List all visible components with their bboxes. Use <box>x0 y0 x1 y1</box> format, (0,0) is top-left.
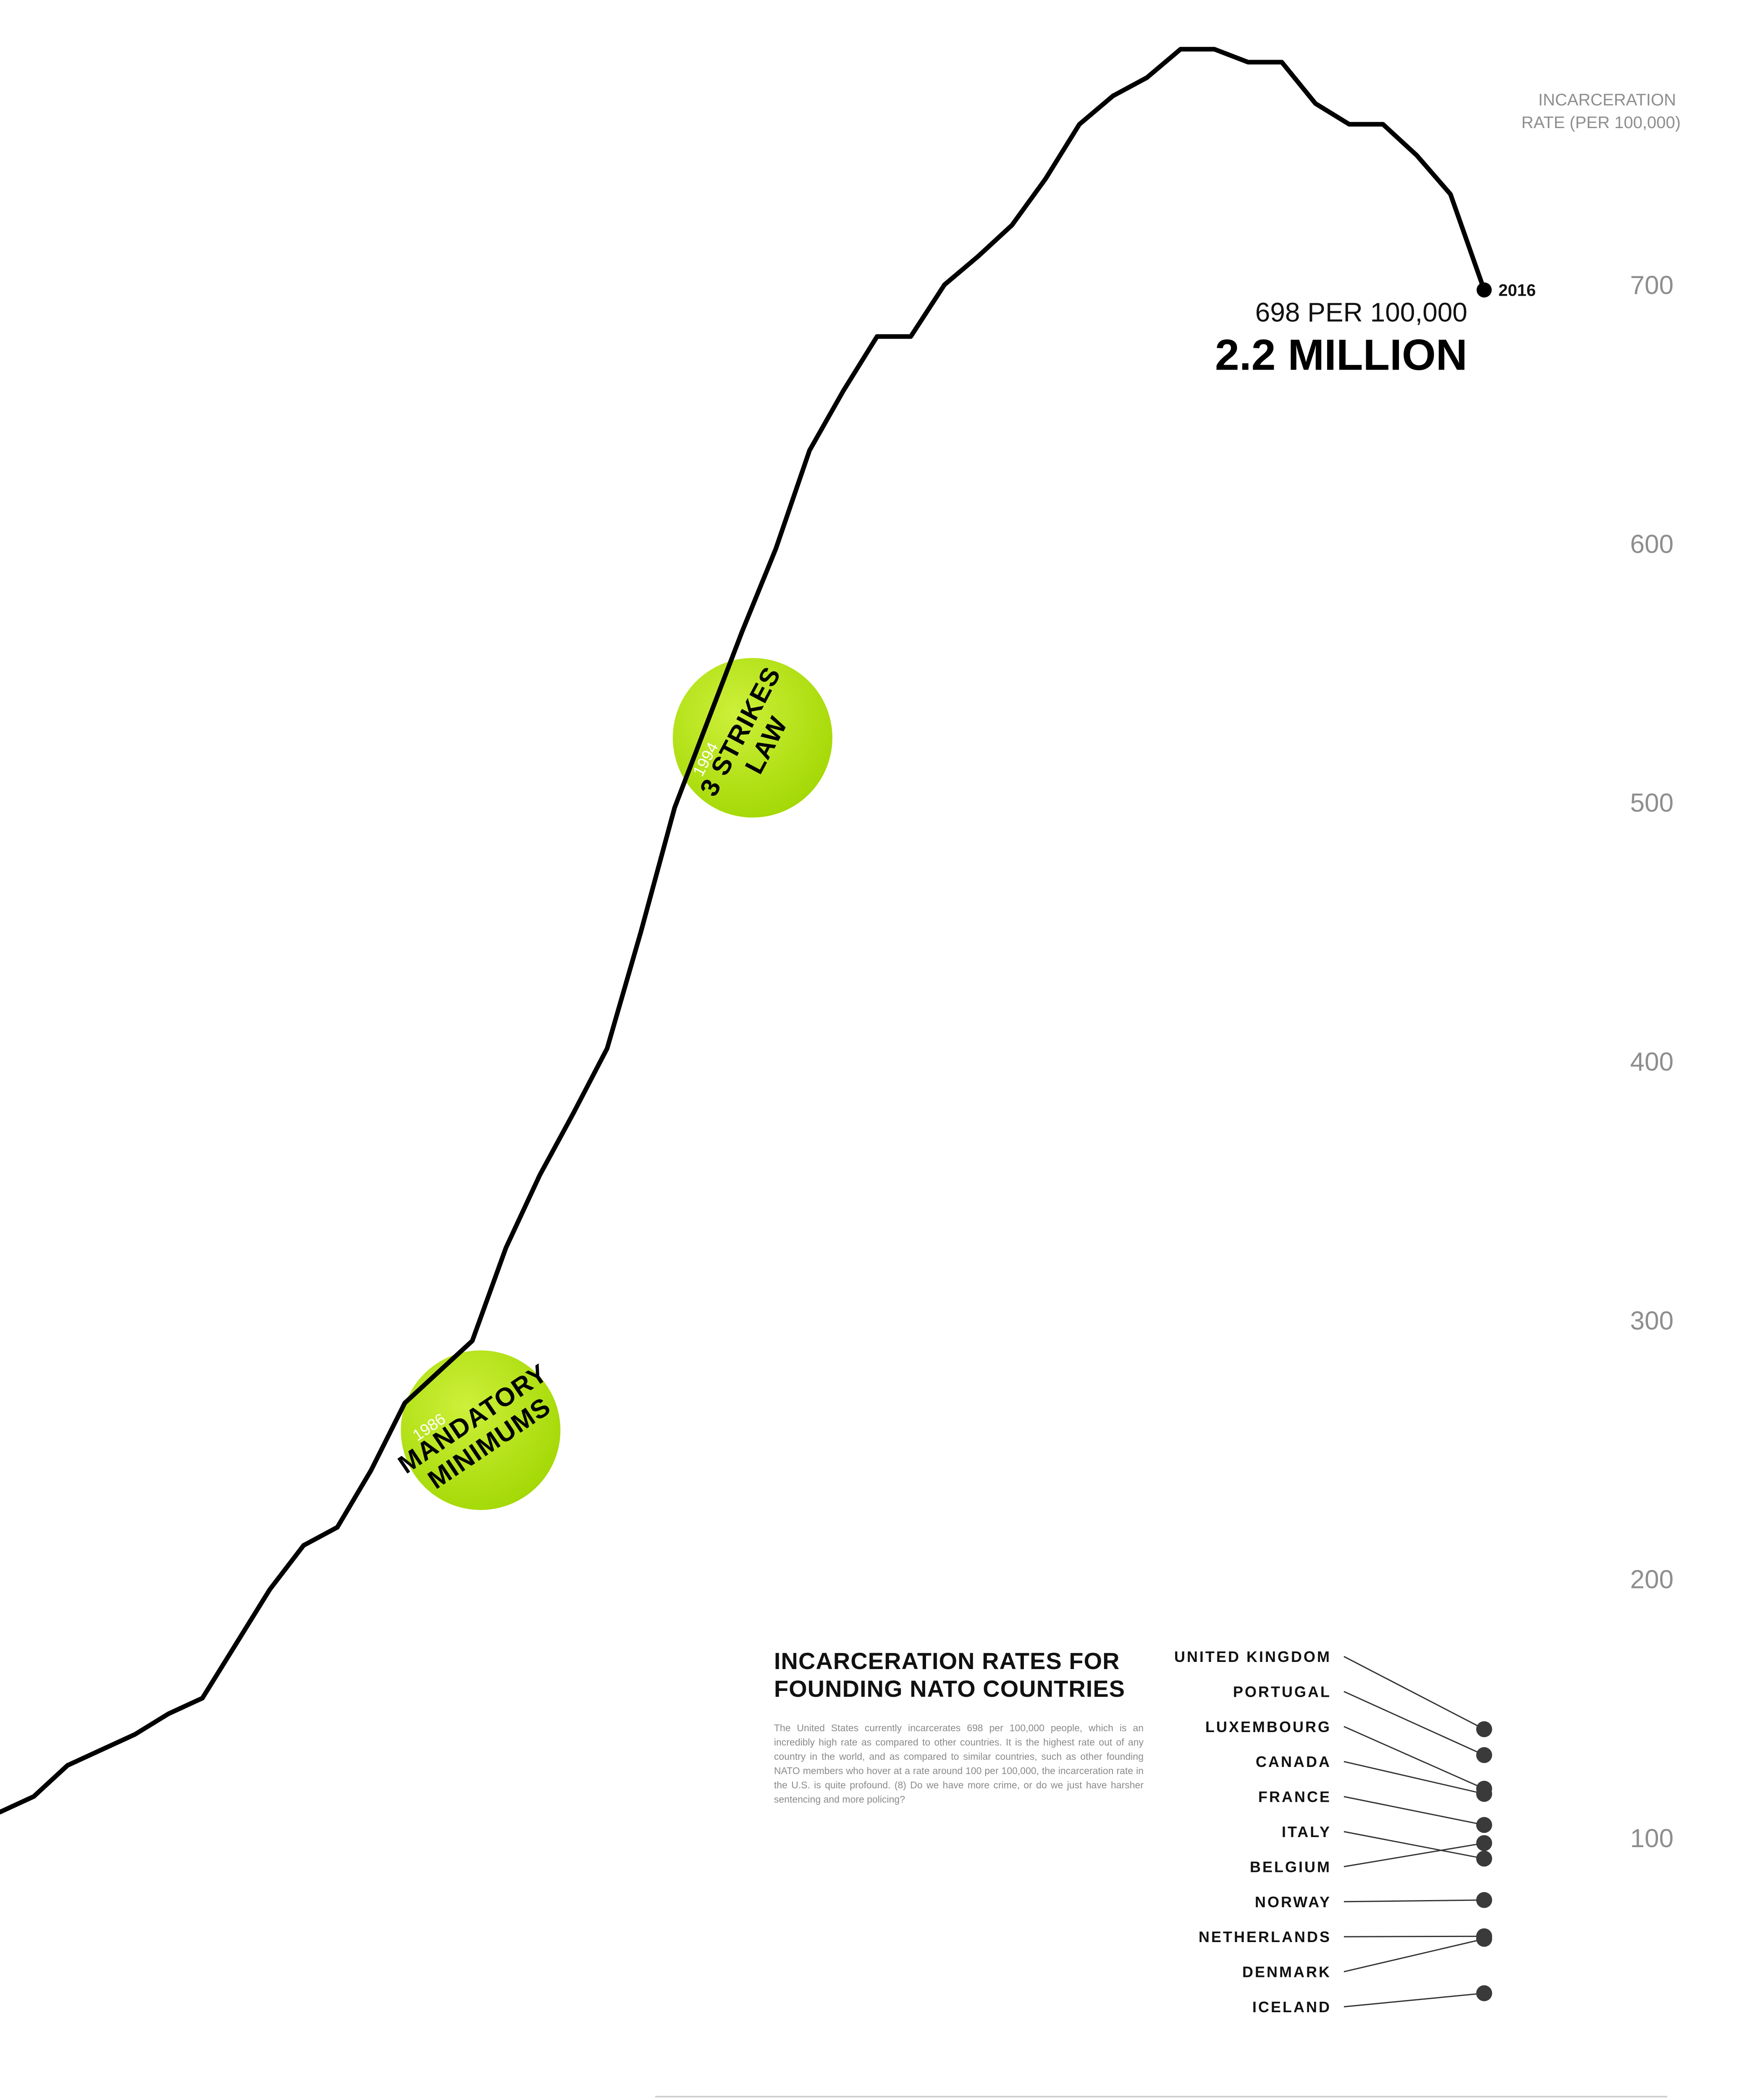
y-tick-label: 500 <box>1630 789 1674 818</box>
y-axis-title-line-2: RATE (PER 100,000) <box>1522 113 1681 132</box>
country-connector <box>1343 1935 1485 1937</box>
y-tick-label: 400 <box>1630 1047 1674 1076</box>
y-tick-label: 700 <box>1630 271 1674 300</box>
y-tick-label: 100 <box>1630 1824 1674 1853</box>
endpoint-year-label: 2016 <box>1498 281 1536 299</box>
y-tick-label: 600 <box>1630 530 1674 559</box>
country-label: UNITED KINGDOM <box>1174 1648 1331 1665</box>
annotation-disc <box>401 1350 561 1510</box>
y-axis-title: INCARCERATION RATE (PER 100,000) <box>1522 91 1681 132</box>
country-label: LUXEMBOURG <box>1205 1718 1331 1735</box>
y-tick-label: 200 <box>1630 1565 1674 1594</box>
nato-country-row: NETHERLANDS <box>1199 1928 1492 1945</box>
country-connector <box>1343 1761 1485 1795</box>
y-axis-title-line-1: INCARCERATION <box>1538 91 1676 109</box>
country-dot <box>1476 1835 1492 1851</box>
country-connector <box>1343 1842 1485 1867</box>
country-dot <box>1476 1786 1492 1802</box>
country-dot <box>1476 1747 1492 1763</box>
nato-country-list: UNITED KINGDOM PORTUGAL LUXEMBOURG CANADA FR… <box>1174 1648 1492 2016</box>
country-connector <box>1343 1656 1485 1730</box>
y-tick-label: 300 <box>1630 1306 1674 1335</box>
country-dot <box>1476 1817 1492 1833</box>
nato-country-row: DENMARK <box>1242 1931 1492 1981</box>
nato-country-row: ICELAND <box>1252 1985 1492 2016</box>
country-connector <box>1343 1691 1485 1756</box>
country-dot <box>1476 1721 1492 1738</box>
country-connector <box>1343 1796 1485 1826</box>
country-label: NETHERLANDS <box>1199 1928 1331 1945</box>
nato-country-row: LUXEMBOURG <box>1205 1718 1492 1797</box>
nato-country-row: FRANCE <box>1258 1788 1492 1833</box>
country-label: NORWAY <box>1255 1893 1331 1911</box>
country-connector <box>1343 1831 1485 1859</box>
country-dot <box>1476 1985 1492 2001</box>
country-label: BELGIUM <box>1250 1858 1331 1875</box>
country-label: DENMARK <box>1242 1964 1331 1981</box>
country-dot <box>1476 1931 1492 1947</box>
country-label: CANADA <box>1256 1753 1331 1770</box>
nato-country-row: UNITED KINGDOM <box>1174 1648 1492 1738</box>
country-label: PORTUGAL <box>1233 1683 1331 1700</box>
us-incarceration-line <box>0 47 1487 1814</box>
nato-country-row: PORTUGAL <box>1233 1683 1492 1763</box>
country-label: FRANCE <box>1258 1788 1331 1806</box>
country-connector <box>1343 1726 1485 1790</box>
nato-country-row: NORWAY <box>1255 1892 1492 1911</box>
nato-inset-title: INCARCERATION RATES FOR FOUNDING NATO CO… <box>774 1648 1126 1702</box>
country-connector <box>1343 1899 1485 1903</box>
nato-country-row: ITALY <box>1282 1823 1492 1867</box>
endpoint-rate-label: 698 PER 100,000 <box>1255 297 1467 327</box>
endpoint-dot <box>1477 282 1492 298</box>
country-label: ICELAND <box>1252 1998 1331 2016</box>
country-connector <box>1343 1992 1485 2008</box>
endpoint-total-label: 2.2 MILLION <box>1215 331 1467 379</box>
country-dot <box>1476 1851 1492 1867</box>
country-connector <box>1343 1938 1485 1973</box>
nato-country-row: BELGIUM <box>1250 1835 1492 1875</box>
nato-country-row: CANADA <box>1256 1753 1492 1802</box>
y-axis-ticks: 700 600 500 400 300 200 100 <box>1630 271 1674 1853</box>
annotation-disc <box>673 658 832 818</box>
country-label: ITALY <box>1282 1823 1331 1840</box>
nato-inset-description: The United States currently incarcerates… <box>774 1722 1144 1805</box>
country-dot <box>1476 1892 1492 1908</box>
